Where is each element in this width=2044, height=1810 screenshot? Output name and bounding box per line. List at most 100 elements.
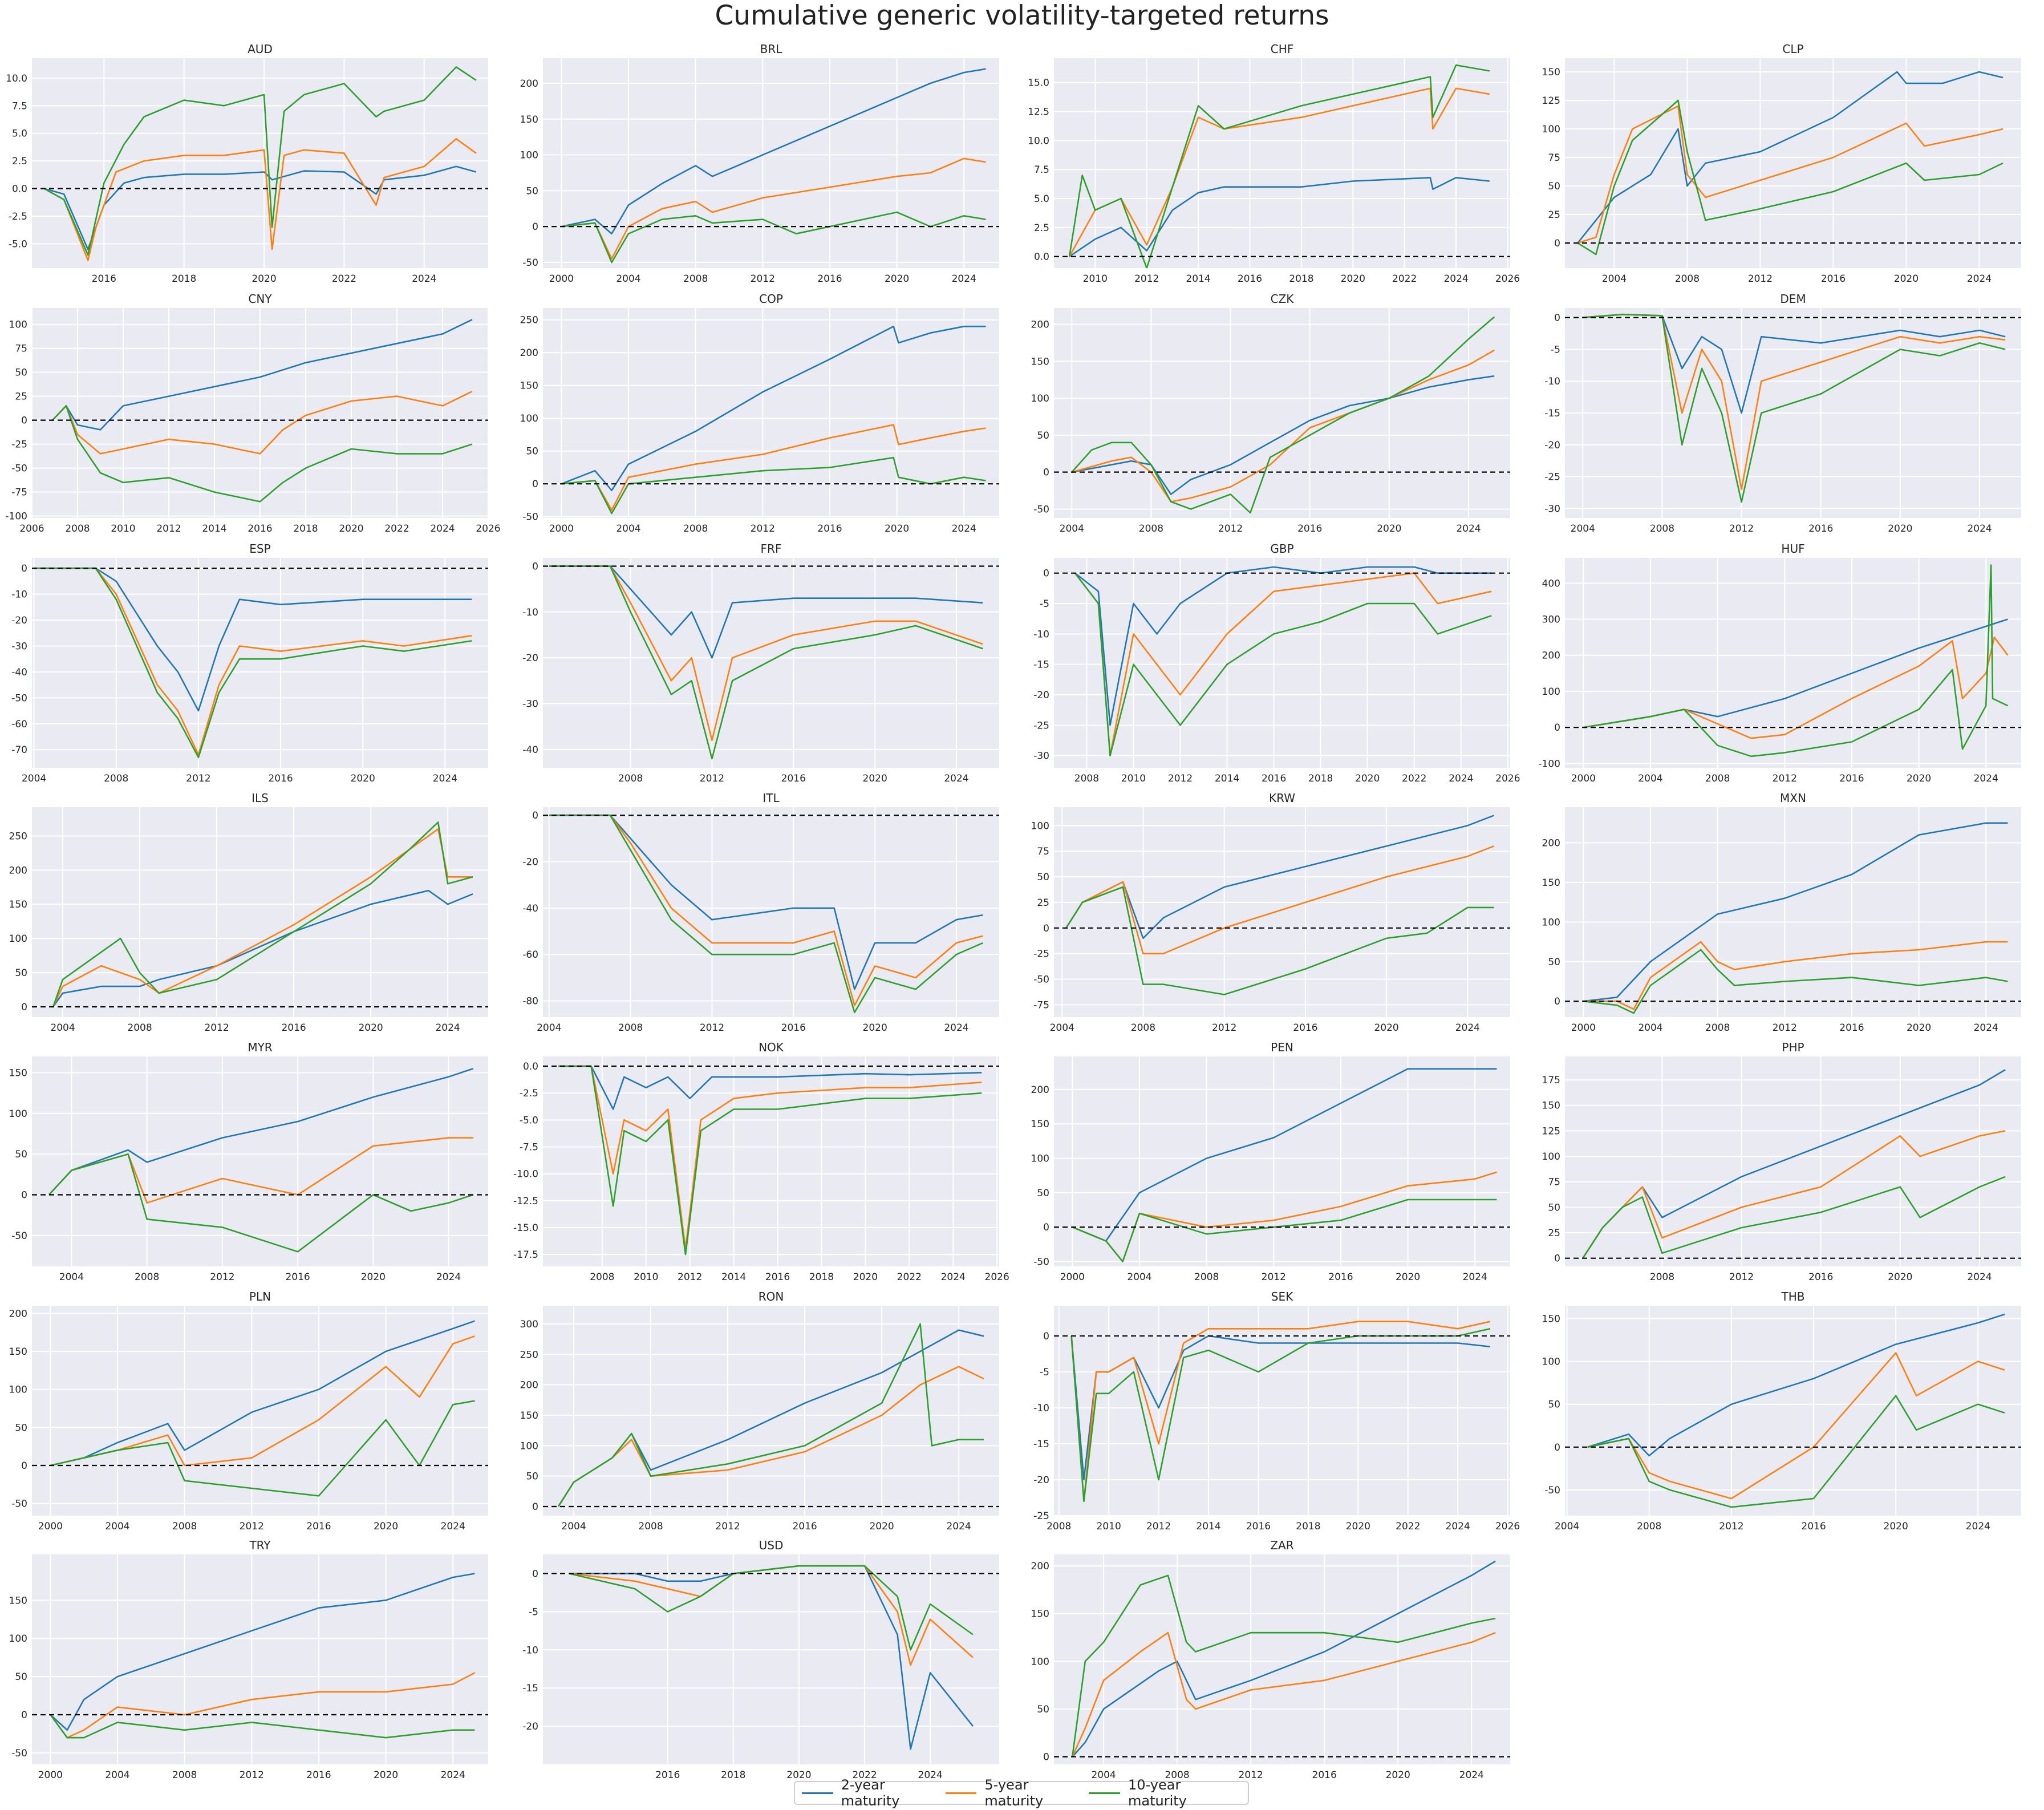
x-tick-label: 2004 (59, 1272, 84, 1283)
plot-area (543, 1554, 999, 1764)
series-line-5-year-maturity (1071, 349, 1495, 503)
x-tick-label: 2020 (351, 773, 375, 784)
x-tick-label: 2016 (248, 523, 272, 535)
x-tick-label: 2022 (332, 273, 356, 285)
y-tick-label: -10 (1033, 629, 1049, 640)
x-tick-label: 2024 (944, 1022, 968, 1034)
x-tick-label: 2012 (751, 273, 775, 285)
x-tick-label: 2024 (1463, 1272, 1487, 1283)
series-line-10-year-maturity (1577, 99, 2004, 256)
legend-item-10y: 10-year maturity (1089, 1777, 1241, 1809)
y-tick-label: 150 (1031, 356, 1049, 367)
x-tick-label: 2020 (863, 1022, 887, 1034)
x-tick-label: 2018 (1308, 773, 1333, 784)
series-line-2-year-maturity (549, 814, 983, 990)
y-tick-label: -5.0 (9, 238, 27, 250)
x-tick-label: 2014 (202, 523, 226, 535)
x-tick-label: 2008 (172, 1521, 197, 1532)
panel-title: TRY (249, 1538, 271, 1552)
series-line-2-year-maturity (1069, 177, 1490, 257)
y-tick-label: 50 (526, 1471, 538, 1483)
x-tick-label: 2020 (1374, 1022, 1398, 1034)
y-tick-label: 0 (532, 561, 538, 572)
x-tick-label: 2020 (1884, 1521, 1908, 1532)
series-line-5-year-maturity (561, 424, 986, 511)
panel-title: ILS (252, 791, 269, 805)
x-tick-label: 2020 (885, 523, 909, 535)
x-tick-label: 2020 (1386, 1769, 1410, 1781)
panel-title: HUF (1781, 542, 1804, 556)
x-tick-label: 2016 (781, 1022, 806, 1034)
figure-title: Cumulative generic volatility-targeted r… (715, 0, 1329, 31)
panel-title: KRW (1269, 791, 1295, 805)
y-tick-label: 0.0 (523, 1061, 538, 1072)
y-tick-label: 0 (1043, 1222, 1049, 1233)
x-tick-label: 2018 (721, 1769, 745, 1781)
x-tick-label: 2016 (1821, 273, 1846, 285)
x-tick-label: 2018 (172, 273, 196, 285)
series-line-10-year-maturity (1071, 316, 1495, 514)
x-tick-label: 2020 (1888, 523, 1912, 535)
y-tick-label: 15.0 (1028, 78, 1049, 89)
y-tick-label: 50 (1548, 181, 1560, 192)
x-tick-label: 2024 (1967, 273, 1992, 285)
series-line-10-year-maturity (1072, 1574, 1496, 1757)
plot-area (1565, 1056, 2021, 1266)
y-tick-label: 150 (1542, 67, 1560, 78)
series-line-5-year-maturity (1072, 1631, 1496, 1758)
plot-area (1054, 1056, 1510, 1266)
x-tick-label: 2016 (765, 1272, 790, 1283)
x-tick-label: 2024 (1967, 1272, 1992, 1283)
y-tick-label: -5 (1040, 598, 1049, 610)
y-tick-label: 0 (1043, 1331, 1049, 1342)
y-tick-label: 10.0 (6, 73, 27, 84)
x-tick-label: 2024 (441, 1769, 465, 1781)
y-tick-label: -30 (11, 641, 27, 652)
chart-ils: 2004 2008 2012 2016 2020 2024 0 50 100 150 200 250 I… (9, 791, 488, 1034)
x-tick-label: 2026 (1495, 773, 1520, 784)
x-tick-label: 2008 (1074, 773, 1099, 784)
y-tick-label: -100 (5, 511, 27, 523)
y-tick-label: -15 (1544, 408, 1560, 419)
y-tick-label: -20 (1544, 440, 1560, 451)
chart-clp: 2004 2008 2012 2016 2020 2024 0 25 50 75 100 125 150… (1542, 42, 2021, 285)
x-tick-label: 2008 (1650, 1272, 1674, 1283)
y-tick-label: 100 (1542, 124, 1560, 135)
y-tick-label: 5.0 (1034, 193, 1049, 205)
y-tick-label: 200 (9, 865, 27, 876)
x-tick-label: 2024 (1456, 523, 1481, 535)
x-tick-label: 2024 (1446, 1521, 1470, 1532)
y-tick-label: 50 (15, 367, 27, 379)
series-line-2-year-maturity (549, 565, 983, 659)
x-tick-label: 2020 (361, 1272, 386, 1283)
x-tick-label: 2020 (885, 273, 909, 285)
plot-area (1565, 58, 2021, 268)
plot-area (1565, 807, 2021, 1017)
x-tick-label: 2016 (781, 773, 806, 784)
y-tick-label: -70 (11, 744, 27, 756)
x-tick-label: 2008 (1131, 1022, 1155, 1034)
y-tick-label: 100 (1031, 820, 1049, 832)
series-line-2-year-maturity (1072, 375, 1495, 495)
series-line-10-year-maturity (1065, 886, 1494, 995)
y-tick-label: 2.5 (1034, 222, 1049, 234)
y-tick-label: 100 (520, 1440, 538, 1452)
x-tick-label: 2008 (638, 1521, 663, 1532)
y-tick-label: -50 (11, 693, 27, 704)
y-tick-label: -15 (522, 1683, 538, 1694)
y-tick-label: 150 (9, 1346, 27, 1358)
x-tick-label: 2020 (1346, 1521, 1370, 1532)
chart-aud: 2016 2018 2020 2022 2024 -5.0 -2.5 0.0 2.5 5.0 7.5… (6, 42, 488, 285)
y-tick-label: 0 (532, 1501, 538, 1513)
panel-title: BRL (760, 42, 783, 56)
legend-swatch-5y (945, 1792, 977, 1794)
chart-itl: 2004 2008 2012 2016 2020 2024 -80 -60 -40 -20 0 ITL (522, 791, 999, 1034)
series-line-2-year-maturity (561, 68, 986, 235)
y-tick-label: 125 (1542, 1125, 1560, 1137)
plot-area (32, 1554, 488, 1764)
x-tick-label: 2024 (1966, 1521, 1990, 1532)
x-tick-label: 2024 (435, 1022, 460, 1034)
y-tick-label: 125 (1542, 95, 1560, 107)
x-tick-label: 2004 (1638, 1022, 1662, 1034)
plot-area (1054, 58, 1510, 268)
